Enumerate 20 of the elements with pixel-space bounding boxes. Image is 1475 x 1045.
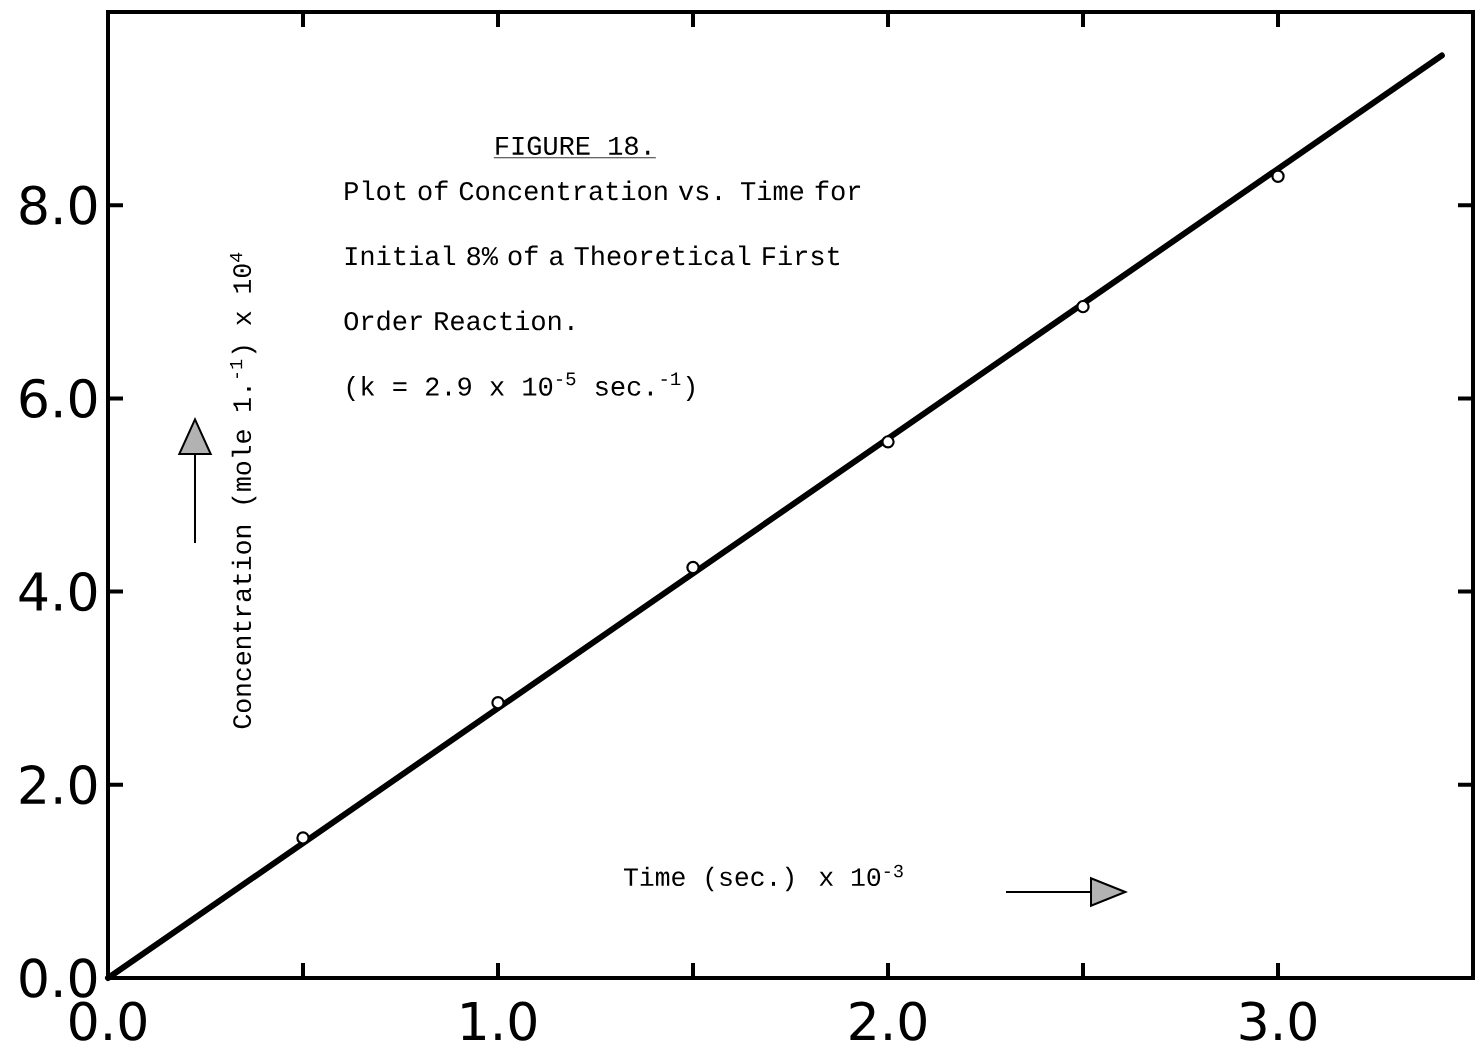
point <box>1076 299 1090 314</box>
text: Plot of Concentration vs. Time for Initial 8% of a Theoretical First Order Reaction. <box>344 180 861 331</box>
x-axis-title: Time (sec.) x 10$^{-3}$ <box>623 864 903 892</box>
x-tick-label: 2.0 <box>850 1001 926 1041</box>
y-tick-label: 6.0 <box>20 378 97 419</box>
point <box>686 560 700 575</box>
x-tick-label: 3.0 <box>1240 1001 1316 1041</box>
y-tick-label: 2.0 <box>20 765 97 805</box>
y-tick-label: 0.0 <box>20 958 97 998</box>
point <box>491 695 505 710</box>
x-tick-label: 1.0 <box>462 1001 536 1041</box>
text: FIGURE 18. <box>496 136 650 155</box>
point <box>1271 169 1285 183</box>
x-tick-label: 0.0 <box>70 1001 146 1041</box>
y-tick-label: 4.0 <box>19 571 97 612</box>
point <box>881 435 895 449</box>
annotation: (k = 2.9 x 10$^{-5}$ sec.$^{-1}$) <box>347 372 694 402</box>
y-axis-title: Concentration (mole 1.$^{-1}$) x 10$^{4}$ <box>229 252 257 729</box>
y-tick-label: 8.0 <box>20 185 97 225</box>
point <box>296 831 310 845</box>
